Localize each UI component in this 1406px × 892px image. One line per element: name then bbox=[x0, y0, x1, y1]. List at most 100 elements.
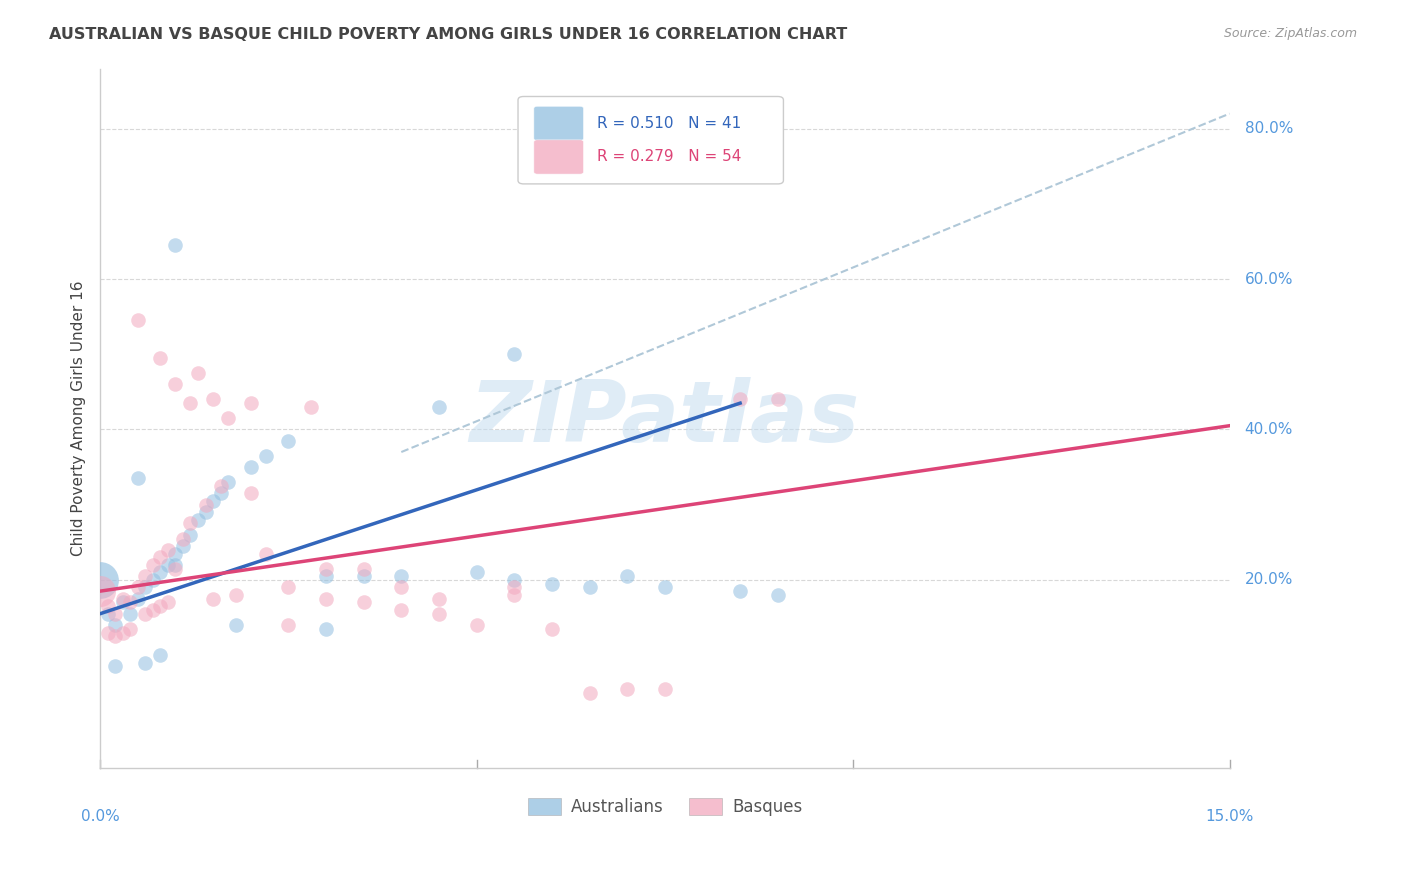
Point bbox=[277, 434, 299, 448]
Point bbox=[766, 392, 789, 407]
Point bbox=[225, 588, 247, 602]
Point bbox=[353, 595, 375, 609]
Point bbox=[299, 400, 322, 414]
Point bbox=[179, 516, 201, 531]
Point bbox=[353, 561, 375, 575]
Point bbox=[239, 460, 262, 475]
Point bbox=[89, 573, 111, 587]
Point bbox=[97, 599, 120, 614]
FancyBboxPatch shape bbox=[534, 106, 583, 141]
Text: R = 0.510   N = 41: R = 0.510 N = 41 bbox=[598, 116, 741, 131]
Point bbox=[104, 659, 127, 673]
Text: 20.0%: 20.0% bbox=[1244, 573, 1294, 587]
Point bbox=[165, 547, 187, 561]
Point bbox=[127, 591, 149, 606]
Point bbox=[427, 591, 450, 606]
Point bbox=[541, 622, 564, 636]
Point bbox=[541, 576, 564, 591]
Point bbox=[389, 581, 412, 595]
Point bbox=[149, 550, 172, 565]
Point bbox=[120, 607, 142, 621]
Point bbox=[254, 547, 277, 561]
Point bbox=[104, 607, 127, 621]
Point bbox=[503, 581, 526, 595]
Point bbox=[427, 400, 450, 414]
Point bbox=[503, 573, 526, 587]
Point bbox=[179, 396, 201, 410]
Point bbox=[187, 513, 209, 527]
Point bbox=[179, 527, 201, 541]
FancyBboxPatch shape bbox=[534, 140, 583, 174]
Point bbox=[149, 599, 172, 614]
Point bbox=[134, 569, 156, 583]
Point bbox=[465, 566, 488, 580]
Text: Source: ZipAtlas.com: Source: ZipAtlas.com bbox=[1223, 27, 1357, 40]
Point bbox=[142, 603, 165, 617]
Text: 40.0%: 40.0% bbox=[1244, 422, 1294, 437]
Text: R = 0.279   N = 54: R = 0.279 N = 54 bbox=[598, 150, 741, 164]
Point bbox=[165, 561, 187, 575]
Point bbox=[104, 629, 127, 643]
Point bbox=[217, 411, 239, 425]
Point bbox=[165, 558, 187, 572]
Y-axis label: Child Poverty Among Girls Under 16: Child Poverty Among Girls Under 16 bbox=[72, 280, 86, 556]
Point bbox=[654, 581, 676, 595]
Point bbox=[120, 622, 142, 636]
Point bbox=[104, 618, 127, 632]
Text: AUSTRALIAN VS BASQUE CHILD POVERTY AMONG GIRLS UNDER 16 CORRELATION CHART: AUSTRALIAN VS BASQUE CHILD POVERTY AMONG… bbox=[49, 27, 848, 42]
Point bbox=[254, 449, 277, 463]
Point bbox=[202, 494, 225, 508]
Point bbox=[134, 581, 156, 595]
Point bbox=[194, 505, 217, 519]
Point bbox=[616, 569, 638, 583]
Point bbox=[156, 558, 179, 572]
Point bbox=[127, 471, 149, 485]
Point bbox=[315, 569, 337, 583]
Point bbox=[225, 618, 247, 632]
Point bbox=[728, 584, 751, 599]
Point bbox=[111, 595, 134, 609]
Point bbox=[728, 392, 751, 407]
Point bbox=[315, 591, 337, 606]
Point bbox=[578, 686, 600, 700]
Point bbox=[111, 591, 134, 606]
Text: 80.0%: 80.0% bbox=[1244, 121, 1294, 136]
Text: 0.0%: 0.0% bbox=[80, 809, 120, 824]
FancyBboxPatch shape bbox=[517, 96, 783, 184]
Point bbox=[766, 588, 789, 602]
Point bbox=[111, 625, 134, 640]
Point bbox=[127, 313, 149, 327]
Point bbox=[503, 588, 526, 602]
Point bbox=[239, 486, 262, 500]
Point bbox=[616, 681, 638, 696]
Point bbox=[187, 366, 209, 380]
Point bbox=[465, 618, 488, 632]
Point bbox=[165, 238, 187, 252]
Point bbox=[389, 569, 412, 583]
Point bbox=[315, 622, 337, 636]
Point bbox=[165, 377, 187, 392]
Point bbox=[217, 475, 239, 489]
Point bbox=[156, 595, 179, 609]
Point bbox=[127, 581, 149, 595]
Text: ZIPatlas: ZIPatlas bbox=[470, 376, 860, 459]
Point bbox=[389, 603, 412, 617]
Point bbox=[89, 584, 111, 599]
Point bbox=[120, 595, 142, 609]
Point bbox=[315, 561, 337, 575]
Point bbox=[149, 351, 172, 365]
Point bbox=[142, 573, 165, 587]
Point bbox=[172, 539, 194, 553]
Point bbox=[503, 347, 526, 361]
Point bbox=[578, 581, 600, 595]
Point bbox=[194, 498, 217, 512]
Point bbox=[156, 542, 179, 557]
Point bbox=[209, 479, 232, 493]
Point bbox=[134, 607, 156, 621]
Point bbox=[142, 558, 165, 572]
Point bbox=[134, 656, 156, 670]
Legend: Australians, Basques: Australians, Basques bbox=[520, 791, 808, 822]
Point bbox=[202, 392, 225, 407]
Point bbox=[239, 396, 262, 410]
Text: 15.0%: 15.0% bbox=[1205, 809, 1254, 824]
